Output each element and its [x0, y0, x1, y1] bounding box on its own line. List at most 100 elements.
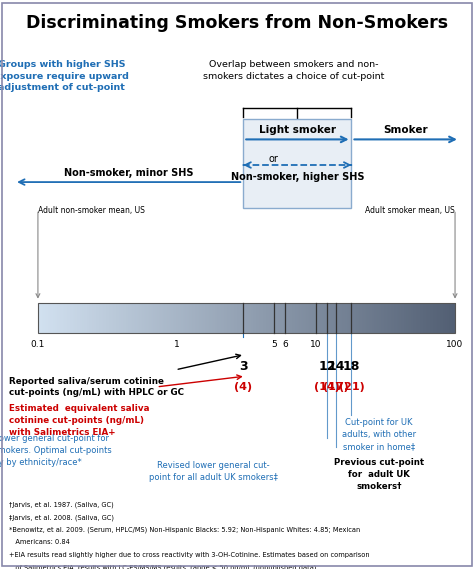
Bar — [342, 303, 344, 333]
Bar — [126, 303, 128, 333]
Bar — [236, 303, 237, 333]
Bar — [80, 303, 82, 333]
Bar — [128, 303, 130, 333]
Bar — [221, 303, 223, 333]
Bar — [318, 303, 319, 333]
Bar — [438, 303, 440, 333]
Text: Smoker: Smoker — [383, 125, 428, 135]
Text: Revised  lower general cut-point for
adult US smokers. Optimal cut-points
vary b: Revised lower general cut-point for adul… — [0, 434, 111, 467]
Bar — [387, 303, 389, 333]
Text: 12: 12 — [318, 360, 336, 373]
Bar — [215, 303, 216, 333]
Bar — [141, 303, 143, 333]
Text: Estimated  equivalent saliva
cotinine cut-points (ng/mL)
with Salimetrics EIA+: Estimated equivalent saliva cotinine cut… — [9, 404, 150, 436]
Bar — [367, 303, 369, 333]
Bar — [201, 303, 202, 333]
Bar — [333, 303, 335, 333]
Bar — [348, 303, 350, 333]
Bar — [418, 303, 419, 333]
Bar — [285, 303, 287, 333]
Bar — [310, 303, 312, 333]
Bar — [391, 303, 393, 333]
Bar — [412, 303, 414, 333]
Bar — [160, 303, 162, 333]
Text: *Benowitz, et al. 2009. (Serum, HPLC/MS) Non-Hispanic Blacks: 5.92; Non-Hispanic: *Benowitz, et al. 2009. (Serum, HPLC/MS)… — [9, 527, 361, 533]
Bar — [251, 303, 253, 333]
Bar — [306, 303, 308, 333]
Bar — [359, 303, 361, 333]
Bar — [351, 303, 353, 333]
Bar — [349, 303, 351, 333]
Bar — [433, 303, 435, 333]
Bar — [259, 303, 261, 333]
Text: 3: 3 — [239, 360, 247, 373]
Bar — [312, 303, 314, 333]
Bar — [208, 303, 210, 333]
Bar — [246, 303, 248, 333]
Bar — [400, 303, 401, 333]
Bar — [257, 303, 259, 333]
Bar — [270, 303, 272, 333]
Bar — [328, 303, 330, 333]
Bar — [230, 303, 232, 333]
Bar — [264, 303, 266, 333]
Bar — [88, 303, 90, 333]
Bar — [48, 303, 49, 333]
Text: Americans: 0.84: Americans: 0.84 — [9, 539, 70, 546]
Bar — [92, 303, 94, 333]
Text: (4): (4) — [234, 382, 252, 392]
Bar — [423, 303, 425, 333]
Bar — [445, 303, 447, 333]
Text: 6: 6 — [283, 340, 288, 349]
Bar — [362, 303, 364, 333]
Text: (21): (21) — [338, 382, 365, 392]
Bar — [352, 303, 354, 333]
Bar — [422, 303, 424, 333]
Text: 100: 100 — [447, 340, 464, 349]
Bar — [121, 303, 123, 333]
Bar — [148, 303, 150, 333]
Bar — [434, 303, 436, 333]
Bar — [273, 303, 275, 333]
Bar — [135, 303, 137, 333]
Bar — [408, 303, 410, 333]
Bar — [234, 303, 236, 333]
Bar — [153, 303, 155, 333]
Text: Previous cut-point
for  adult UK
smokers†: Previous cut-point for adult UK smokers† — [334, 458, 424, 490]
Bar — [441, 303, 443, 333]
Bar — [149, 303, 151, 333]
Bar — [194, 303, 195, 333]
Bar — [38, 303, 455, 333]
Text: Overlap between smokers and non-
smokers dictates a choice of cut-point: Overlap between smokers and non- smokers… — [203, 60, 384, 81]
Bar — [220, 303, 222, 333]
Bar — [354, 303, 356, 333]
Bar — [366, 303, 368, 333]
Bar — [424, 303, 426, 333]
Bar — [406, 303, 408, 333]
Bar — [372, 303, 374, 333]
Bar — [118, 303, 120, 333]
Bar — [309, 303, 311, 333]
Bar — [255, 303, 257, 333]
Bar — [377, 303, 379, 333]
Bar — [123, 303, 125, 333]
Bar — [416, 303, 418, 333]
Bar — [444, 303, 446, 333]
Bar — [52, 303, 54, 333]
Bar — [90, 303, 91, 333]
Bar — [50, 303, 52, 333]
Bar — [430, 303, 432, 333]
Bar — [152, 303, 154, 333]
Bar — [379, 303, 381, 333]
Bar — [403, 303, 405, 333]
Text: Reported saliva/serum cotinine
cut-points (ng/mL) with HPLC or GC: Reported saliva/serum cotinine cut-point… — [9, 377, 184, 398]
Bar — [111, 303, 113, 333]
Bar — [334, 303, 336, 333]
Text: (14): (14) — [314, 382, 340, 392]
Bar — [303, 303, 305, 333]
Bar — [263, 303, 265, 333]
Bar — [428, 303, 430, 333]
Bar — [182, 303, 184, 333]
Bar — [187, 303, 189, 333]
Bar — [248, 303, 250, 333]
